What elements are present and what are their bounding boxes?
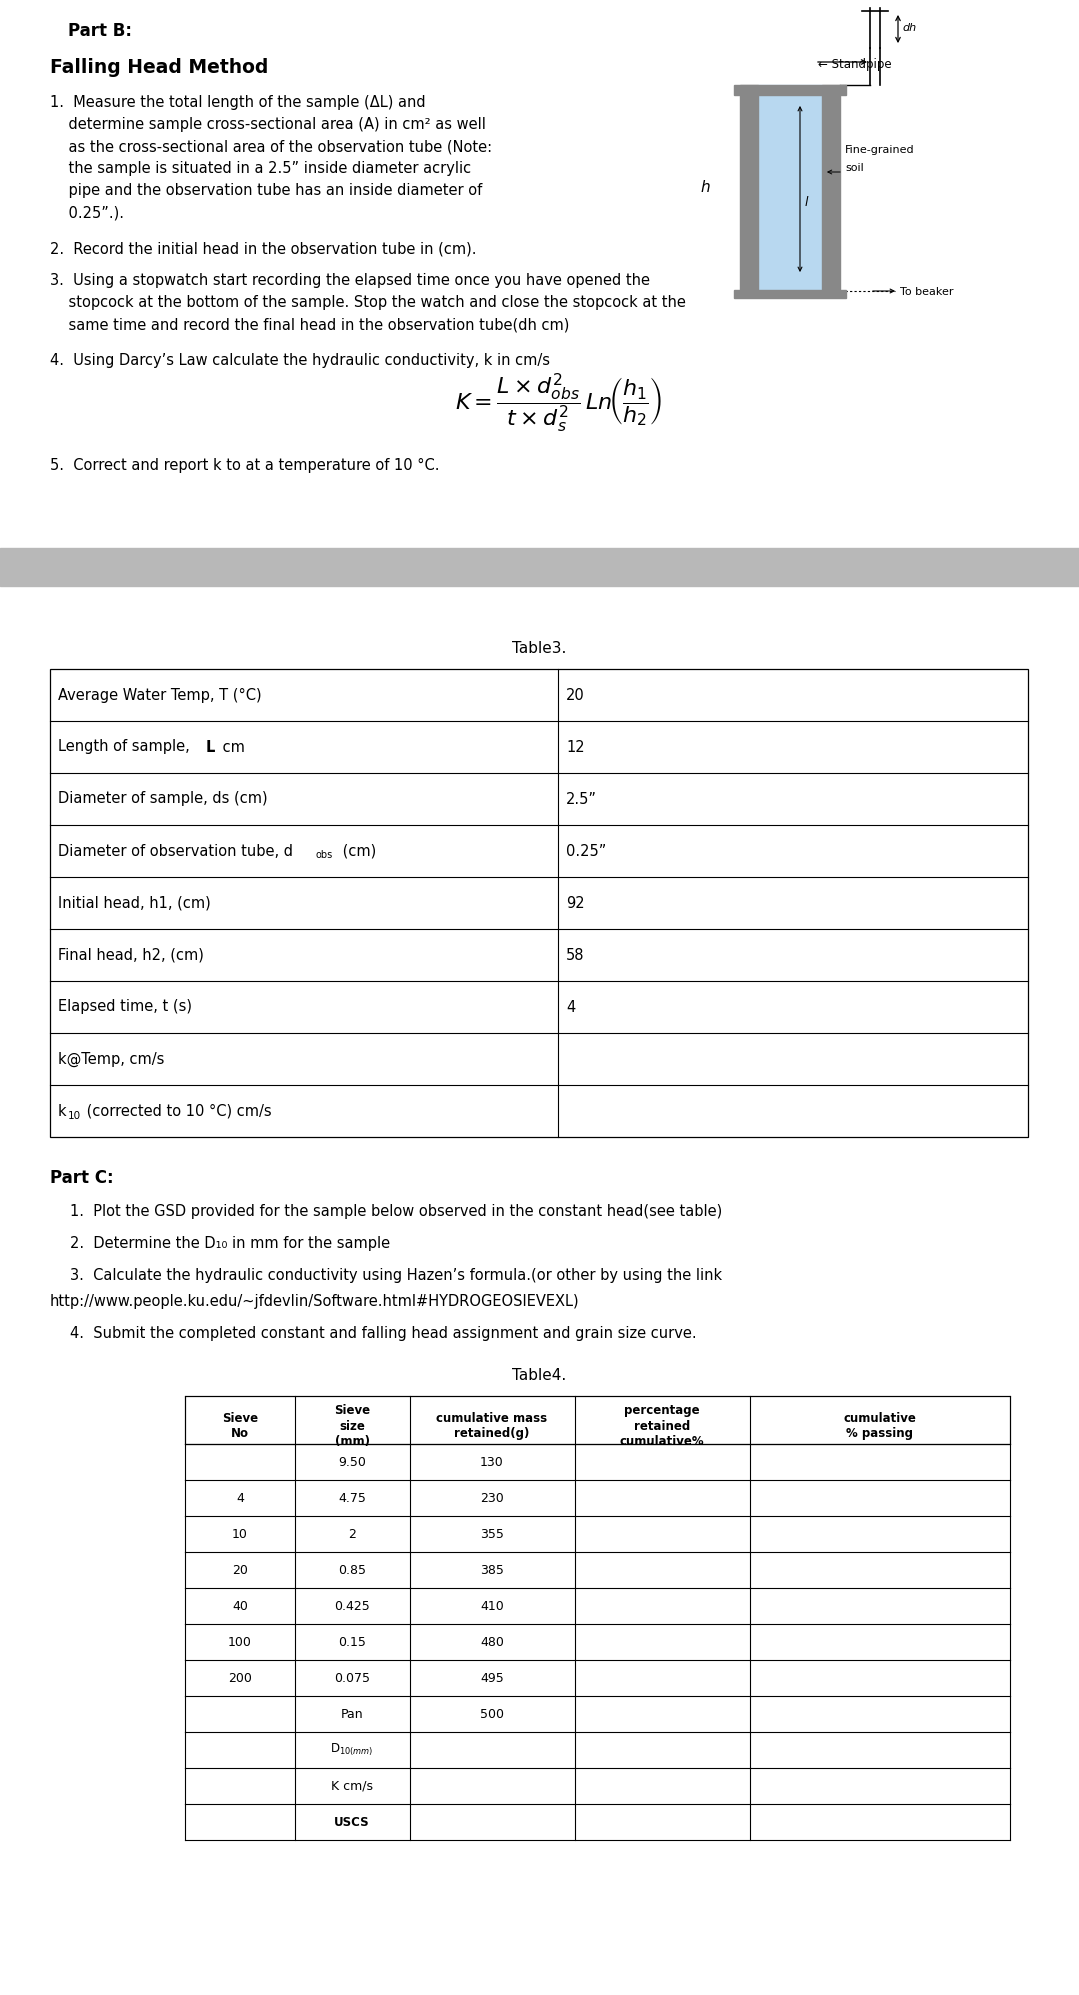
Text: 385: 385: [480, 1564, 504, 1576]
Text: 500: 500: [480, 1708, 504, 1720]
Text: cm: cm: [218, 740, 245, 754]
Bar: [759, 86, 822, 289]
Text: 355: 355: [480, 1528, 504, 1540]
Text: Elapsed time, t (s): Elapsed time, t (s): [58, 999, 192, 1015]
Bar: [0, 549, 1079, 587]
Text: Final head, h2, (cm): Final head, h2, (cm): [58, 948, 204, 962]
Text: 9.50: 9.50: [338, 1456, 366, 1468]
Text: 2.  Determine the D₁₀ in mm for the sample: 2. Determine the D₁₀ in mm for the sampl…: [70, 1237, 391, 1251]
Text: k@Temp, cm/s: k@Temp, cm/s: [58, 1051, 164, 1067]
Text: 10: 10: [232, 1528, 248, 1540]
Text: 4.  Using Darcy’s Law calculate the hydraulic conductivity, k in cm/s: 4. Using Darcy’s Law calculate the hydra…: [50, 353, 550, 367]
Text: Table4.: Table4.: [511, 1369, 566, 1383]
Bar: [740, 86, 759, 289]
Text: 4: 4: [236, 1492, 244, 1504]
Text: USCS: USCS: [334, 1815, 370, 1829]
Text: 0.15: 0.15: [338, 1636, 366, 1648]
Text: 3.  Using a stopwatch start recording the elapsed time once you have opened the: 3. Using a stopwatch start recording the…: [50, 273, 650, 287]
Text: Part C:: Part C:: [50, 1169, 113, 1187]
Text: 20: 20: [566, 688, 585, 702]
Text: 2.5”: 2.5”: [566, 792, 597, 806]
Text: Sieve
size
(mm): Sieve size (mm): [333, 1404, 370, 1448]
Text: determine sample cross-sectional area (A) in cm² as well: determine sample cross-sectional area (A…: [50, 118, 486, 132]
Text: 480: 480: [480, 1636, 504, 1648]
Text: 58: 58: [566, 948, 585, 962]
Text: same time and record the final head in the observation tube(dh cm): same time and record the final head in t…: [50, 317, 570, 331]
Text: ← Standpipe: ← Standpipe: [818, 58, 891, 72]
Text: 3.  Calculate the hydraulic conductivity using Hazen’s formula.(or other by usin: 3. Calculate the hydraulic conductivity …: [70, 1269, 722, 1283]
Text: Diameter of sample, ds (cm): Diameter of sample, ds (cm): [58, 792, 268, 806]
Text: k: k: [58, 1103, 67, 1119]
Text: 2: 2: [349, 1528, 356, 1540]
Text: pipe and the observation tube has an inside diameter of: pipe and the observation tube has an ins…: [50, 184, 482, 198]
Text: Part B:: Part B:: [68, 22, 132, 40]
Text: Average Water Temp, T (°C): Average Water Temp, T (°C): [58, 688, 261, 702]
Text: (cm): (cm): [338, 844, 377, 858]
Text: 100: 100: [228, 1636, 251, 1648]
Text: 92: 92: [566, 896, 585, 910]
Text: Sieve
No: Sieve No: [222, 1412, 258, 1440]
Bar: [822, 86, 839, 289]
Text: Table3.: Table3.: [511, 640, 566, 656]
Text: 495: 495: [480, 1672, 504, 1684]
Text: 40: 40: [232, 1600, 248, 1612]
Bar: [50, 668, 1028, 1137]
Text: (corrected to 10 °C) cm/s: (corrected to 10 °C) cm/s: [82, 1103, 272, 1119]
Text: L: L: [206, 740, 216, 754]
Text: 4.  Submit the completed constant and falling head assignment and grain size cur: 4. Submit the completed constant and fal…: [70, 1327, 697, 1341]
Text: h: h: [700, 180, 710, 194]
Text: 0.25”: 0.25”: [566, 844, 606, 858]
Text: cumulative
% passing: cumulative % passing: [844, 1412, 916, 1440]
Text: $K = \dfrac{L \times d^2_{obs}}{t \times d^2_s} \, Ln\!\left(\dfrac{h_1}{h_2}\ri: $K = \dfrac{L \times d^2_{obs}}{t \times…: [455, 371, 663, 435]
Text: 0.075: 0.075: [334, 1672, 370, 1684]
Text: 10: 10: [68, 1111, 81, 1121]
Text: the sample is situated in a 2.5” inside diameter acrylic: the sample is situated in a 2.5” inside …: [50, 162, 472, 176]
Text: 4: 4: [566, 999, 575, 1015]
Text: soil: soil: [845, 164, 864, 174]
Text: 230: 230: [480, 1492, 504, 1504]
Text: cumulative mass
retained(g): cumulative mass retained(g): [436, 1412, 547, 1440]
Text: To beaker: To beaker: [900, 287, 954, 297]
Bar: [734, 289, 846, 297]
Text: dh: dh: [902, 24, 916, 34]
Text: obs: obs: [316, 850, 333, 860]
Text: 20: 20: [232, 1564, 248, 1576]
Text: 4.75: 4.75: [338, 1492, 366, 1504]
Text: Diameter of observation tube, d: Diameter of observation tube, d: [58, 844, 293, 858]
Text: 5.  Correct and report k to at a temperature of 10 °C.: 5. Correct and report k to at a temperat…: [50, 459, 439, 473]
Text: Falling Head Method: Falling Head Method: [50, 58, 269, 78]
Text: 130: 130: [480, 1456, 504, 1468]
Text: D$_{10(mm)}$: D$_{10(mm)}$: [330, 1742, 373, 1758]
Text: Fine-grained: Fine-grained: [845, 146, 915, 156]
Text: http://www.people.ku.edu/~jfdevlin/Software.html#HYDROGEOSIEVEXL): http://www.people.ku.edu/~jfdevlin/Softw…: [50, 1295, 579, 1309]
Text: as the cross-sectional area of the observation tube (Note:: as the cross-sectional area of the obser…: [50, 140, 492, 154]
Text: percentage
retained
cumulative%: percentage retained cumulative%: [619, 1404, 705, 1448]
Text: 0.25”.).: 0.25”.).: [50, 205, 124, 219]
Text: Pan: Pan: [341, 1708, 364, 1720]
Text: Length of sample,: Length of sample,: [58, 740, 194, 754]
Text: 12: 12: [566, 740, 585, 754]
Text: K cm/s: K cm/s: [331, 1780, 373, 1792]
Text: l: l: [805, 196, 808, 209]
Bar: [734, 86, 846, 96]
Text: 1.  Plot the GSD provided for the sample below observed in the constant head(see: 1. Plot the GSD provided for the sample …: [70, 1205, 722, 1219]
Text: 200: 200: [228, 1672, 251, 1684]
Text: stopcock at the bottom of the sample. Stop the watch and close the stopcock at t: stopcock at the bottom of the sample. St…: [50, 295, 686, 309]
Text: 0.425: 0.425: [334, 1600, 370, 1612]
Text: 410: 410: [480, 1600, 504, 1612]
Text: 2.  Record the initial head in the observation tube in (cm).: 2. Record the initial head in the observ…: [50, 241, 477, 255]
Bar: [185, 1396, 1010, 1444]
Text: 1.  Measure the total length of the sample (ΔL) and: 1. Measure the total length of the sampl…: [50, 96, 425, 110]
Text: 0.85: 0.85: [338, 1564, 366, 1576]
Text: Initial head, h1, (cm): Initial head, h1, (cm): [58, 896, 210, 910]
